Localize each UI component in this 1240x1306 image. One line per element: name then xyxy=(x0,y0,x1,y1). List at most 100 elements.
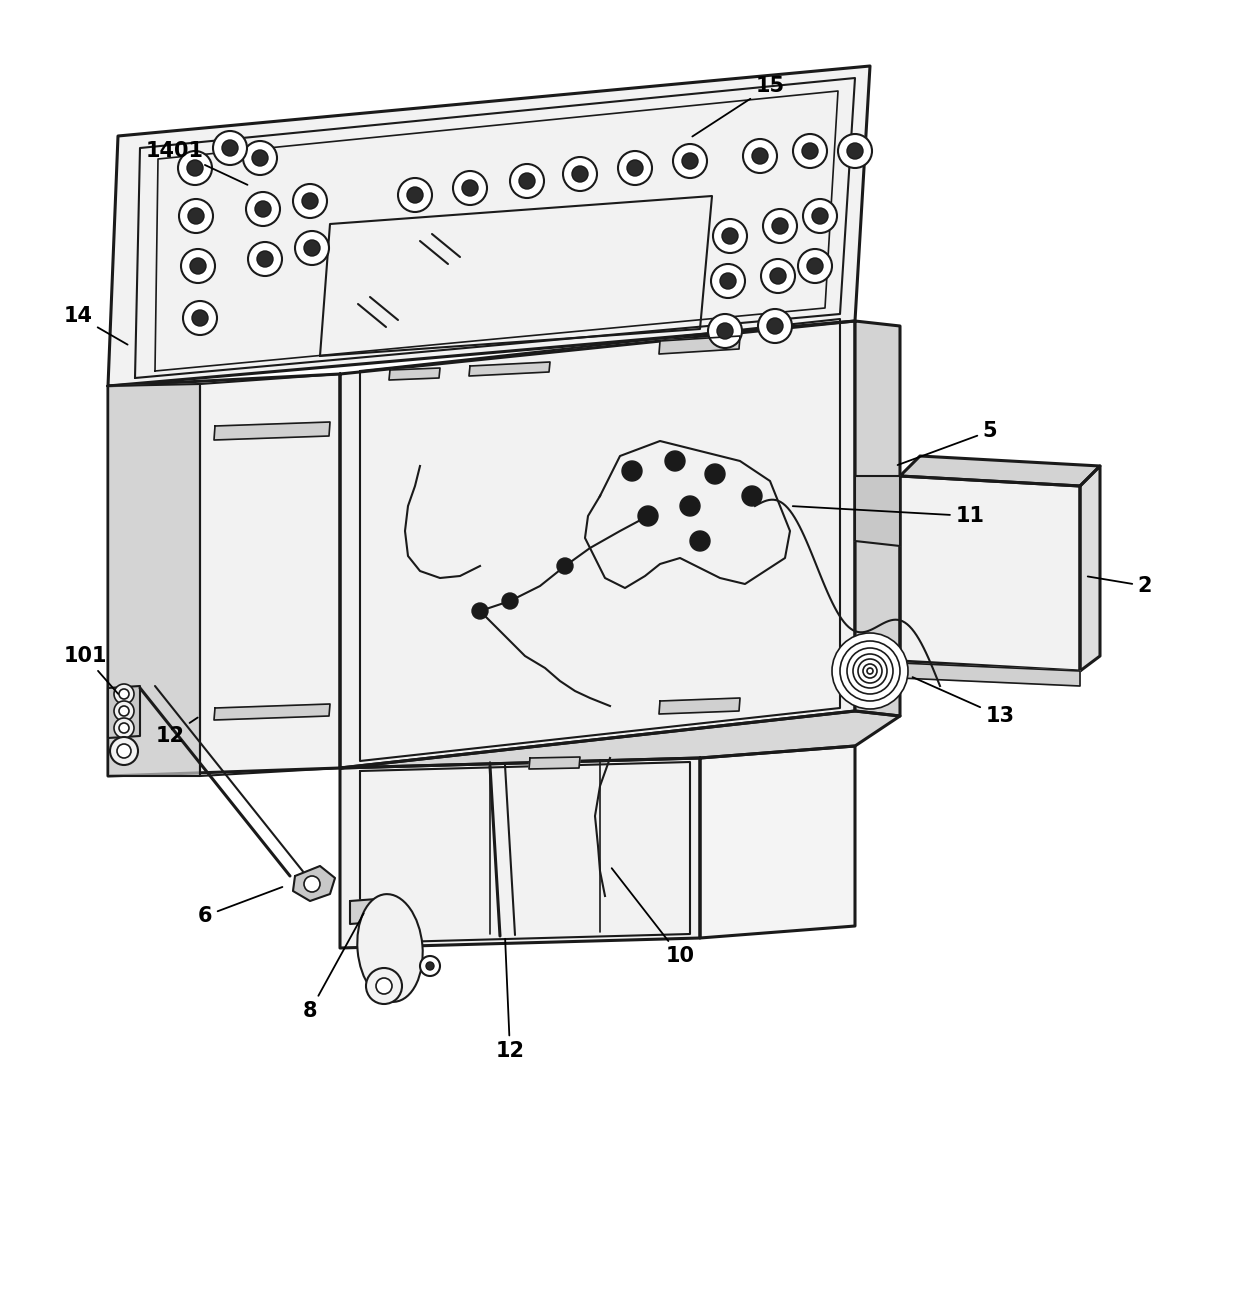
Circle shape xyxy=(563,157,596,191)
Circle shape xyxy=(243,141,277,175)
Circle shape xyxy=(743,138,777,172)
Circle shape xyxy=(618,151,652,185)
Circle shape xyxy=(453,171,487,205)
Circle shape xyxy=(248,242,281,276)
Circle shape xyxy=(768,317,782,334)
Polygon shape xyxy=(856,321,900,716)
Text: 5: 5 xyxy=(898,421,997,465)
Circle shape xyxy=(117,744,131,757)
Polygon shape xyxy=(350,899,391,925)
Polygon shape xyxy=(389,368,440,380)
Circle shape xyxy=(376,978,392,994)
Circle shape xyxy=(213,131,247,165)
Circle shape xyxy=(190,259,206,274)
Circle shape xyxy=(711,264,745,298)
Polygon shape xyxy=(529,757,580,769)
Circle shape xyxy=(680,496,701,516)
Circle shape xyxy=(114,701,134,721)
Circle shape xyxy=(304,876,320,892)
Text: 6: 6 xyxy=(197,887,283,926)
Circle shape xyxy=(179,199,213,232)
Circle shape xyxy=(502,593,518,609)
Polygon shape xyxy=(108,384,200,776)
Circle shape xyxy=(665,451,684,471)
Text: 8: 8 xyxy=(303,913,363,1021)
Circle shape xyxy=(252,150,268,166)
Polygon shape xyxy=(215,422,330,440)
Polygon shape xyxy=(340,757,701,948)
Polygon shape xyxy=(658,336,740,354)
Circle shape xyxy=(407,187,423,202)
Polygon shape xyxy=(340,710,900,768)
Circle shape xyxy=(832,633,908,709)
Polygon shape xyxy=(340,321,856,768)
Circle shape xyxy=(293,184,327,218)
Circle shape xyxy=(427,963,434,970)
Circle shape xyxy=(627,161,644,176)
Circle shape xyxy=(761,259,795,293)
Text: 15: 15 xyxy=(692,76,785,137)
Circle shape xyxy=(812,208,828,225)
Text: 2: 2 xyxy=(1087,576,1152,596)
Polygon shape xyxy=(900,475,1080,671)
Circle shape xyxy=(639,505,658,526)
Polygon shape xyxy=(108,686,140,738)
Circle shape xyxy=(799,249,832,283)
Circle shape xyxy=(366,968,402,1004)
Circle shape xyxy=(463,180,477,196)
Polygon shape xyxy=(701,746,856,938)
Text: 13: 13 xyxy=(913,677,1014,726)
Circle shape xyxy=(179,151,212,185)
Text: 101: 101 xyxy=(63,646,118,693)
Circle shape xyxy=(114,718,134,738)
Text: 11: 11 xyxy=(792,505,985,526)
Circle shape xyxy=(839,641,900,701)
Circle shape xyxy=(863,663,877,678)
Circle shape xyxy=(720,273,737,289)
Circle shape xyxy=(572,166,588,182)
Polygon shape xyxy=(108,374,340,776)
Circle shape xyxy=(304,240,320,256)
Polygon shape xyxy=(108,67,870,387)
Text: 12: 12 xyxy=(496,939,525,1060)
Circle shape xyxy=(119,707,129,716)
Circle shape xyxy=(706,464,725,485)
Circle shape xyxy=(713,219,746,253)
Circle shape xyxy=(420,956,440,976)
Circle shape xyxy=(510,165,544,199)
Circle shape xyxy=(802,142,818,159)
Polygon shape xyxy=(856,475,900,546)
Circle shape xyxy=(184,300,217,336)
Circle shape xyxy=(847,142,863,159)
Circle shape xyxy=(689,532,711,551)
Circle shape xyxy=(192,310,208,326)
Circle shape xyxy=(673,144,707,178)
Circle shape xyxy=(708,313,742,347)
Circle shape xyxy=(181,249,215,283)
Circle shape xyxy=(255,201,272,217)
Circle shape xyxy=(222,140,238,155)
Circle shape xyxy=(858,660,882,683)
Circle shape xyxy=(119,690,129,699)
Circle shape xyxy=(119,724,129,733)
Circle shape xyxy=(246,192,280,226)
Circle shape xyxy=(622,461,642,481)
Polygon shape xyxy=(320,196,712,357)
Polygon shape xyxy=(469,362,551,376)
Circle shape xyxy=(763,209,797,243)
Polygon shape xyxy=(856,661,1080,686)
Circle shape xyxy=(520,172,534,189)
Circle shape xyxy=(758,310,792,343)
Text: 10: 10 xyxy=(611,868,694,966)
Circle shape xyxy=(295,231,329,265)
Circle shape xyxy=(398,178,432,212)
Circle shape xyxy=(773,218,787,234)
Circle shape xyxy=(187,161,203,176)
Polygon shape xyxy=(585,441,790,588)
Circle shape xyxy=(557,558,573,575)
Polygon shape xyxy=(658,697,740,714)
Circle shape xyxy=(838,135,872,168)
Circle shape xyxy=(188,208,205,225)
Circle shape xyxy=(770,268,786,283)
Circle shape xyxy=(303,193,317,209)
